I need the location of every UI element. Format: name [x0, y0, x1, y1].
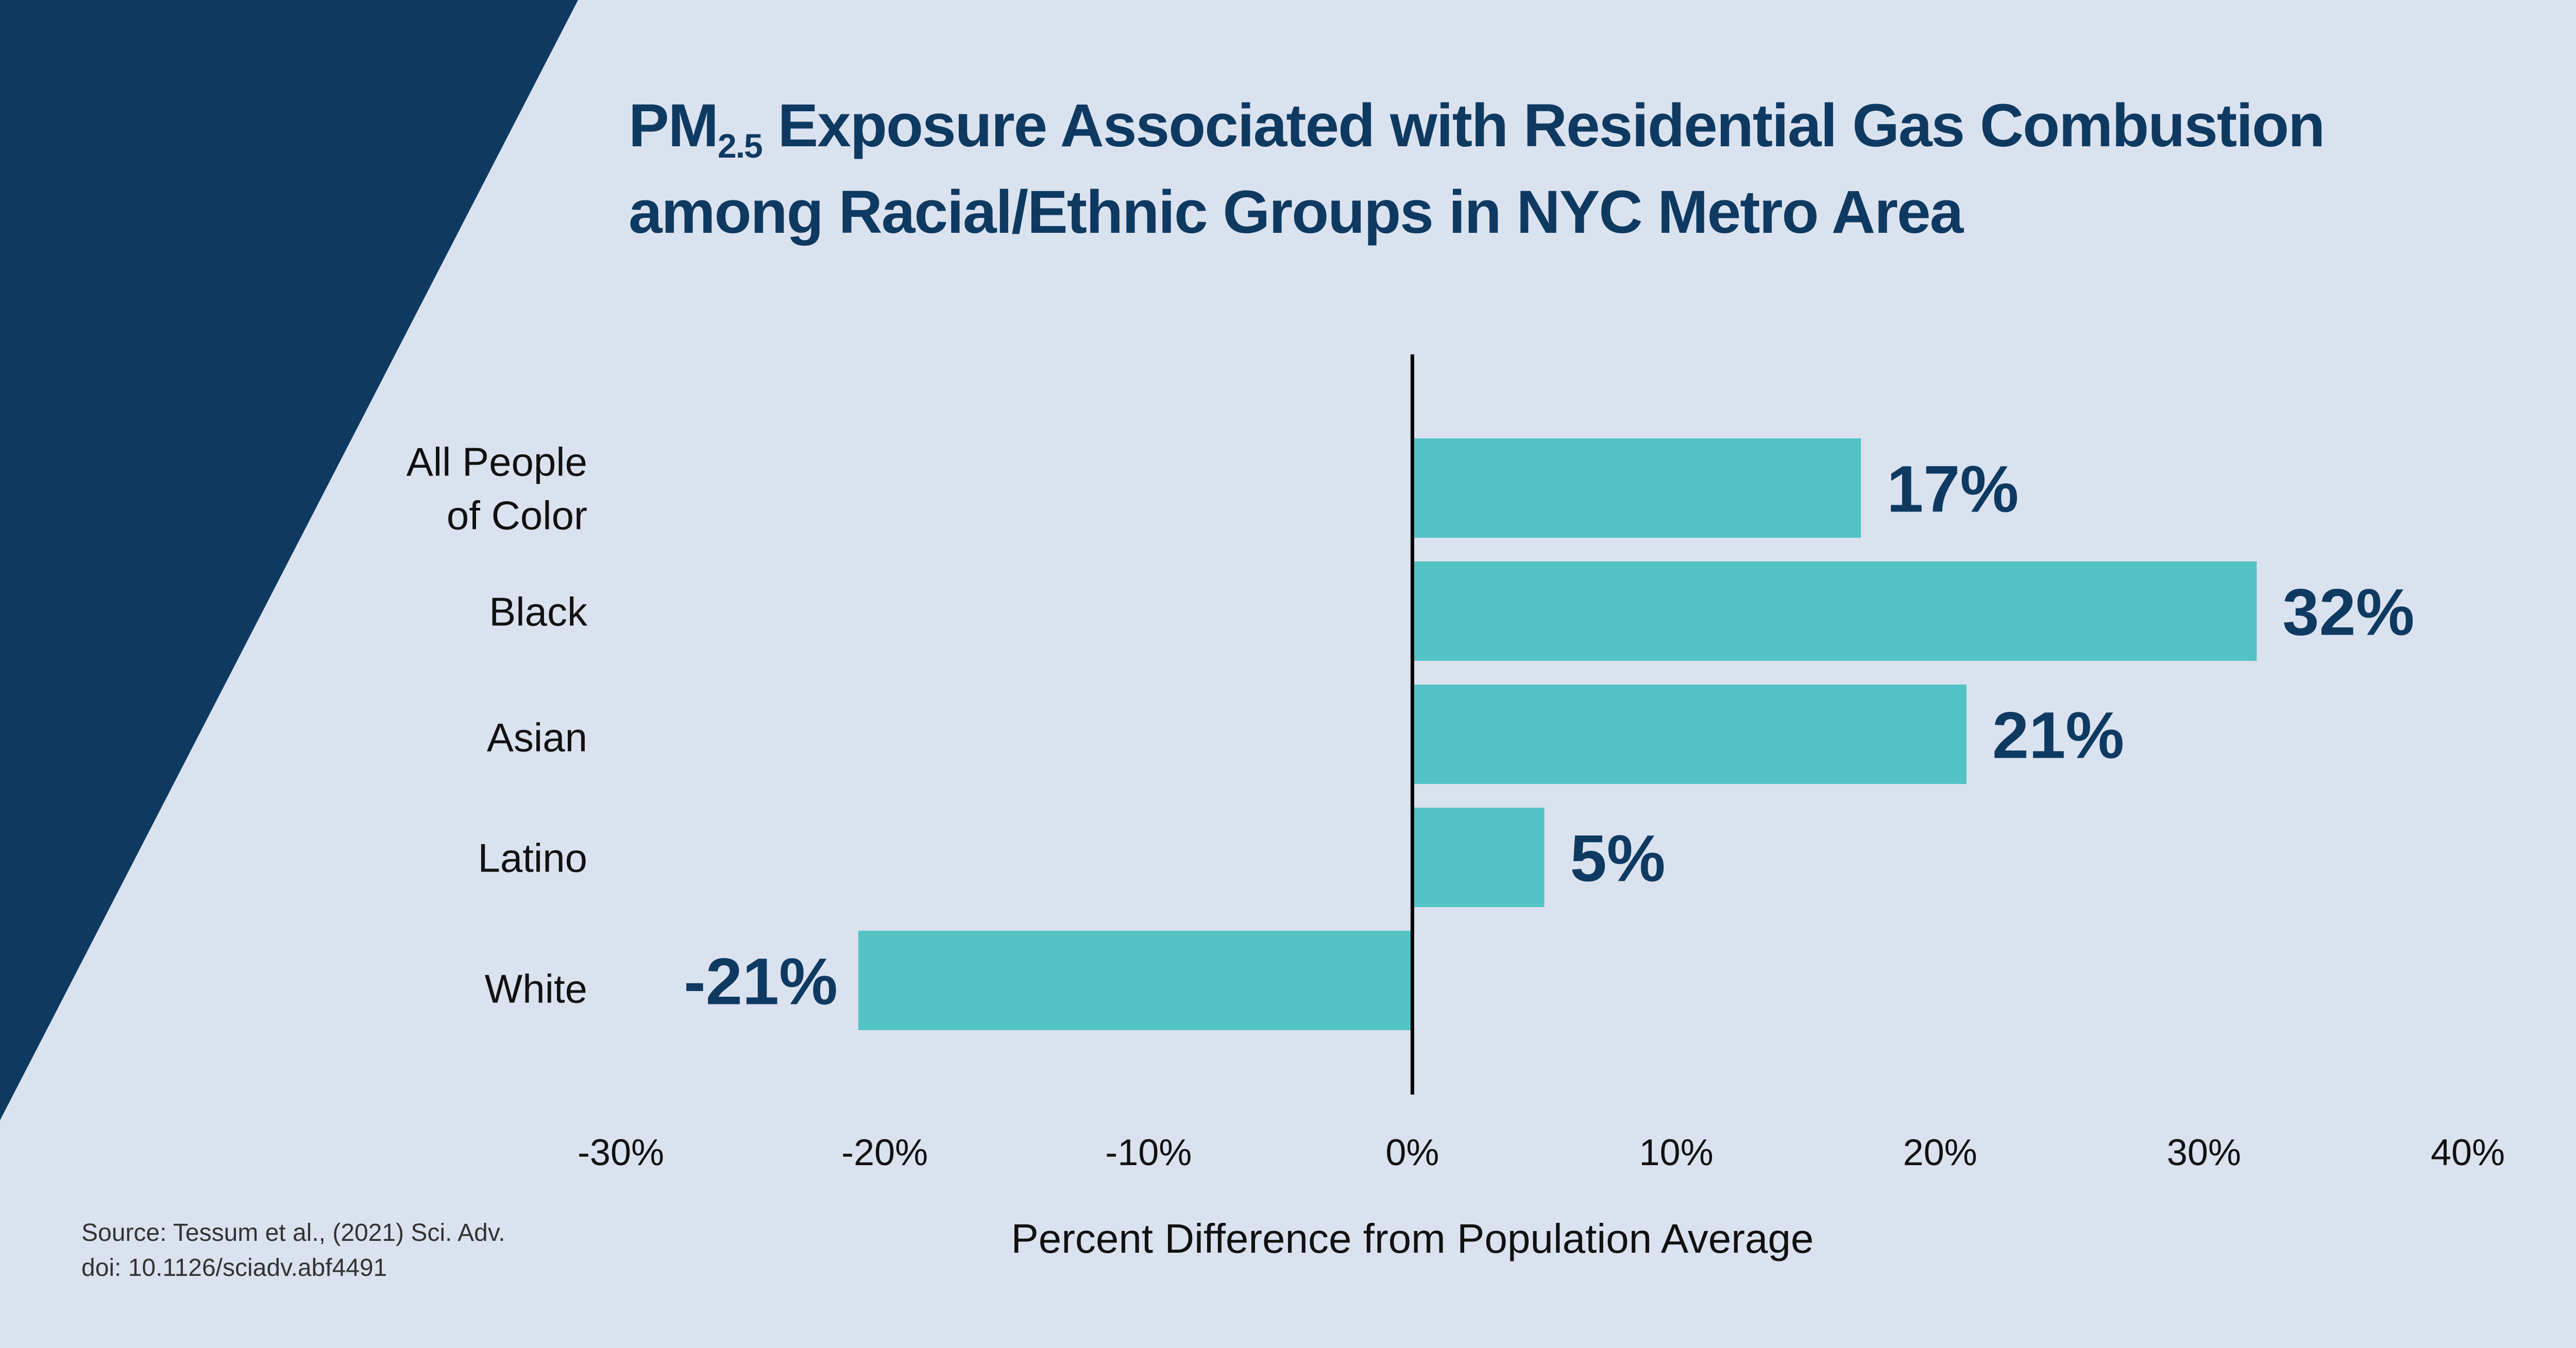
source-doi: doi: 10.1126/sciadv.abf4491 — [81, 1254, 387, 1282]
source-note: Source: Tessum et al., (2021) Sci. Adv. … — [81, 1216, 505, 1286]
value-label: 17% — [1887, 453, 2019, 526]
category-labels: All People of Color Black Asian Latino White — [406, 439, 588, 1012]
bar — [858, 931, 1413, 1030]
title-line-2: among Racial/Ethnic Groups in NYC Metro … — [629, 178, 1963, 246]
x-tick-label: -20% — [841, 1132, 928, 1173]
bar — [1412, 808, 1545, 907]
bar — [1412, 561, 2257, 661]
source-citation: Source: Tessum et al., (2021) Sci. Adv. — [81, 1219, 505, 1247]
value-label: 21% — [1992, 699, 2124, 773]
category-label: All People — [406, 439, 587, 485]
x-tick-labels: -30% -20% -10% 0% 10% 20% 30% 40% — [578, 1132, 2505, 1173]
category-label: White — [485, 966, 587, 1012]
value-labels: 17% 32% 21% 5% -21% — [684, 453, 2414, 1019]
x-tick-label: 40% — [2431, 1132, 2505, 1173]
category-label: Latino — [478, 835, 587, 881]
category-label: of Color — [447, 493, 587, 538]
x-tick-label: -10% — [1105, 1132, 1192, 1173]
x-tick-label: 30% — [2167, 1132, 2241, 1173]
category-label: Asian — [487, 715, 587, 760]
title-subscript: 2.5 — [718, 127, 763, 165]
accent-shape — [0, 0, 578, 1120]
category-label: Black — [489, 589, 588, 635]
x-tick-label: 10% — [1639, 1132, 1714, 1173]
value-label: 32% — [2282, 576, 2414, 650]
x-axis-label: Percent Difference from Population Avera… — [1011, 1216, 1814, 1261]
title-pm: PM — [629, 92, 719, 160]
x-tick-label: 0% — [1385, 1132, 1439, 1173]
bar — [1412, 438, 1861, 538]
value-label: -21% — [684, 945, 838, 1019]
title-line1-rest: Exposure Associated with Residential Gas… — [761, 92, 2326, 160]
bar — [1412, 685, 1967, 784]
bars-group — [858, 438, 2257, 1030]
x-tick-label: -30% — [578, 1132, 664, 1173]
title-line-1: PM2.5 Exposure Associated with Residenti… — [629, 82, 2535, 169]
x-tick-label: 20% — [1903, 1132, 1977, 1173]
value-label: 5% — [1570, 822, 1666, 896]
chart-title: PM2.5 Exposure Associated with Residenti… — [629, 82, 2535, 255]
